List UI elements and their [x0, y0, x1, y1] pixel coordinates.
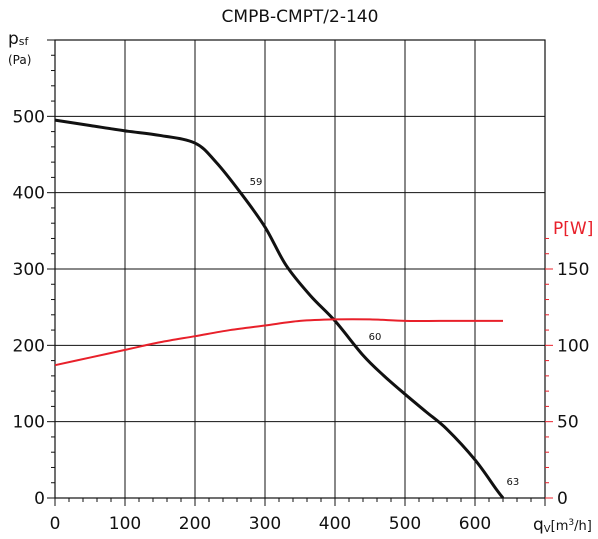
x-axis-label: qV[m3/h] [533, 515, 592, 535]
y-right-tick-label: 150 [557, 260, 589, 280]
y-right-tick-label: 50 [557, 413, 579, 433]
pressure-curve [54, 118, 505, 499]
y-right-tick-label: 100 [557, 336, 589, 356]
curve-annotation: 63 [507, 477, 520, 488]
curves: 59 60 63 [54, 118, 520, 499]
y-left-tick-label: 0 [34, 489, 45, 509]
y-left-tick-label: 400 [13, 184, 45, 204]
chart-title: CMPB-CMPT/2-140 [222, 7, 379, 27]
grid [54, 39, 546, 499]
curve-annotation: 59 [250, 177, 263, 188]
x-tick-label: 600 [459, 514, 491, 534]
x-tick-label: 400 [319, 514, 351, 534]
x-tick-label: 100 [109, 514, 141, 534]
x-tick-label: 200 [179, 514, 211, 534]
y-left-tick-label: 500 [13, 107, 45, 127]
x-tick-label: 500 [389, 514, 421, 534]
y-right-tick-label: 0 [557, 489, 568, 509]
x-tick-label: 300 [249, 514, 281, 534]
y-left-tick-label: 300 [13, 260, 45, 280]
x-tick-label: 0 [50, 514, 61, 534]
y-left-axis-unit: (Pa) [8, 53, 31, 67]
ticks: 0 100 200 300 400 500 600 0 100 200 300 400 500 0 50 10… [13, 39, 589, 534]
curve-annotation: 60 [369, 332, 382, 343]
y-right-axis-label: P[W] [553, 219, 593, 239]
y-left-tick-label: 100 [13, 413, 45, 433]
power-curve [54, 318, 503, 367]
y-left-tick-label: 200 [13, 336, 45, 356]
y-left-axis-label: psf [8, 29, 30, 49]
